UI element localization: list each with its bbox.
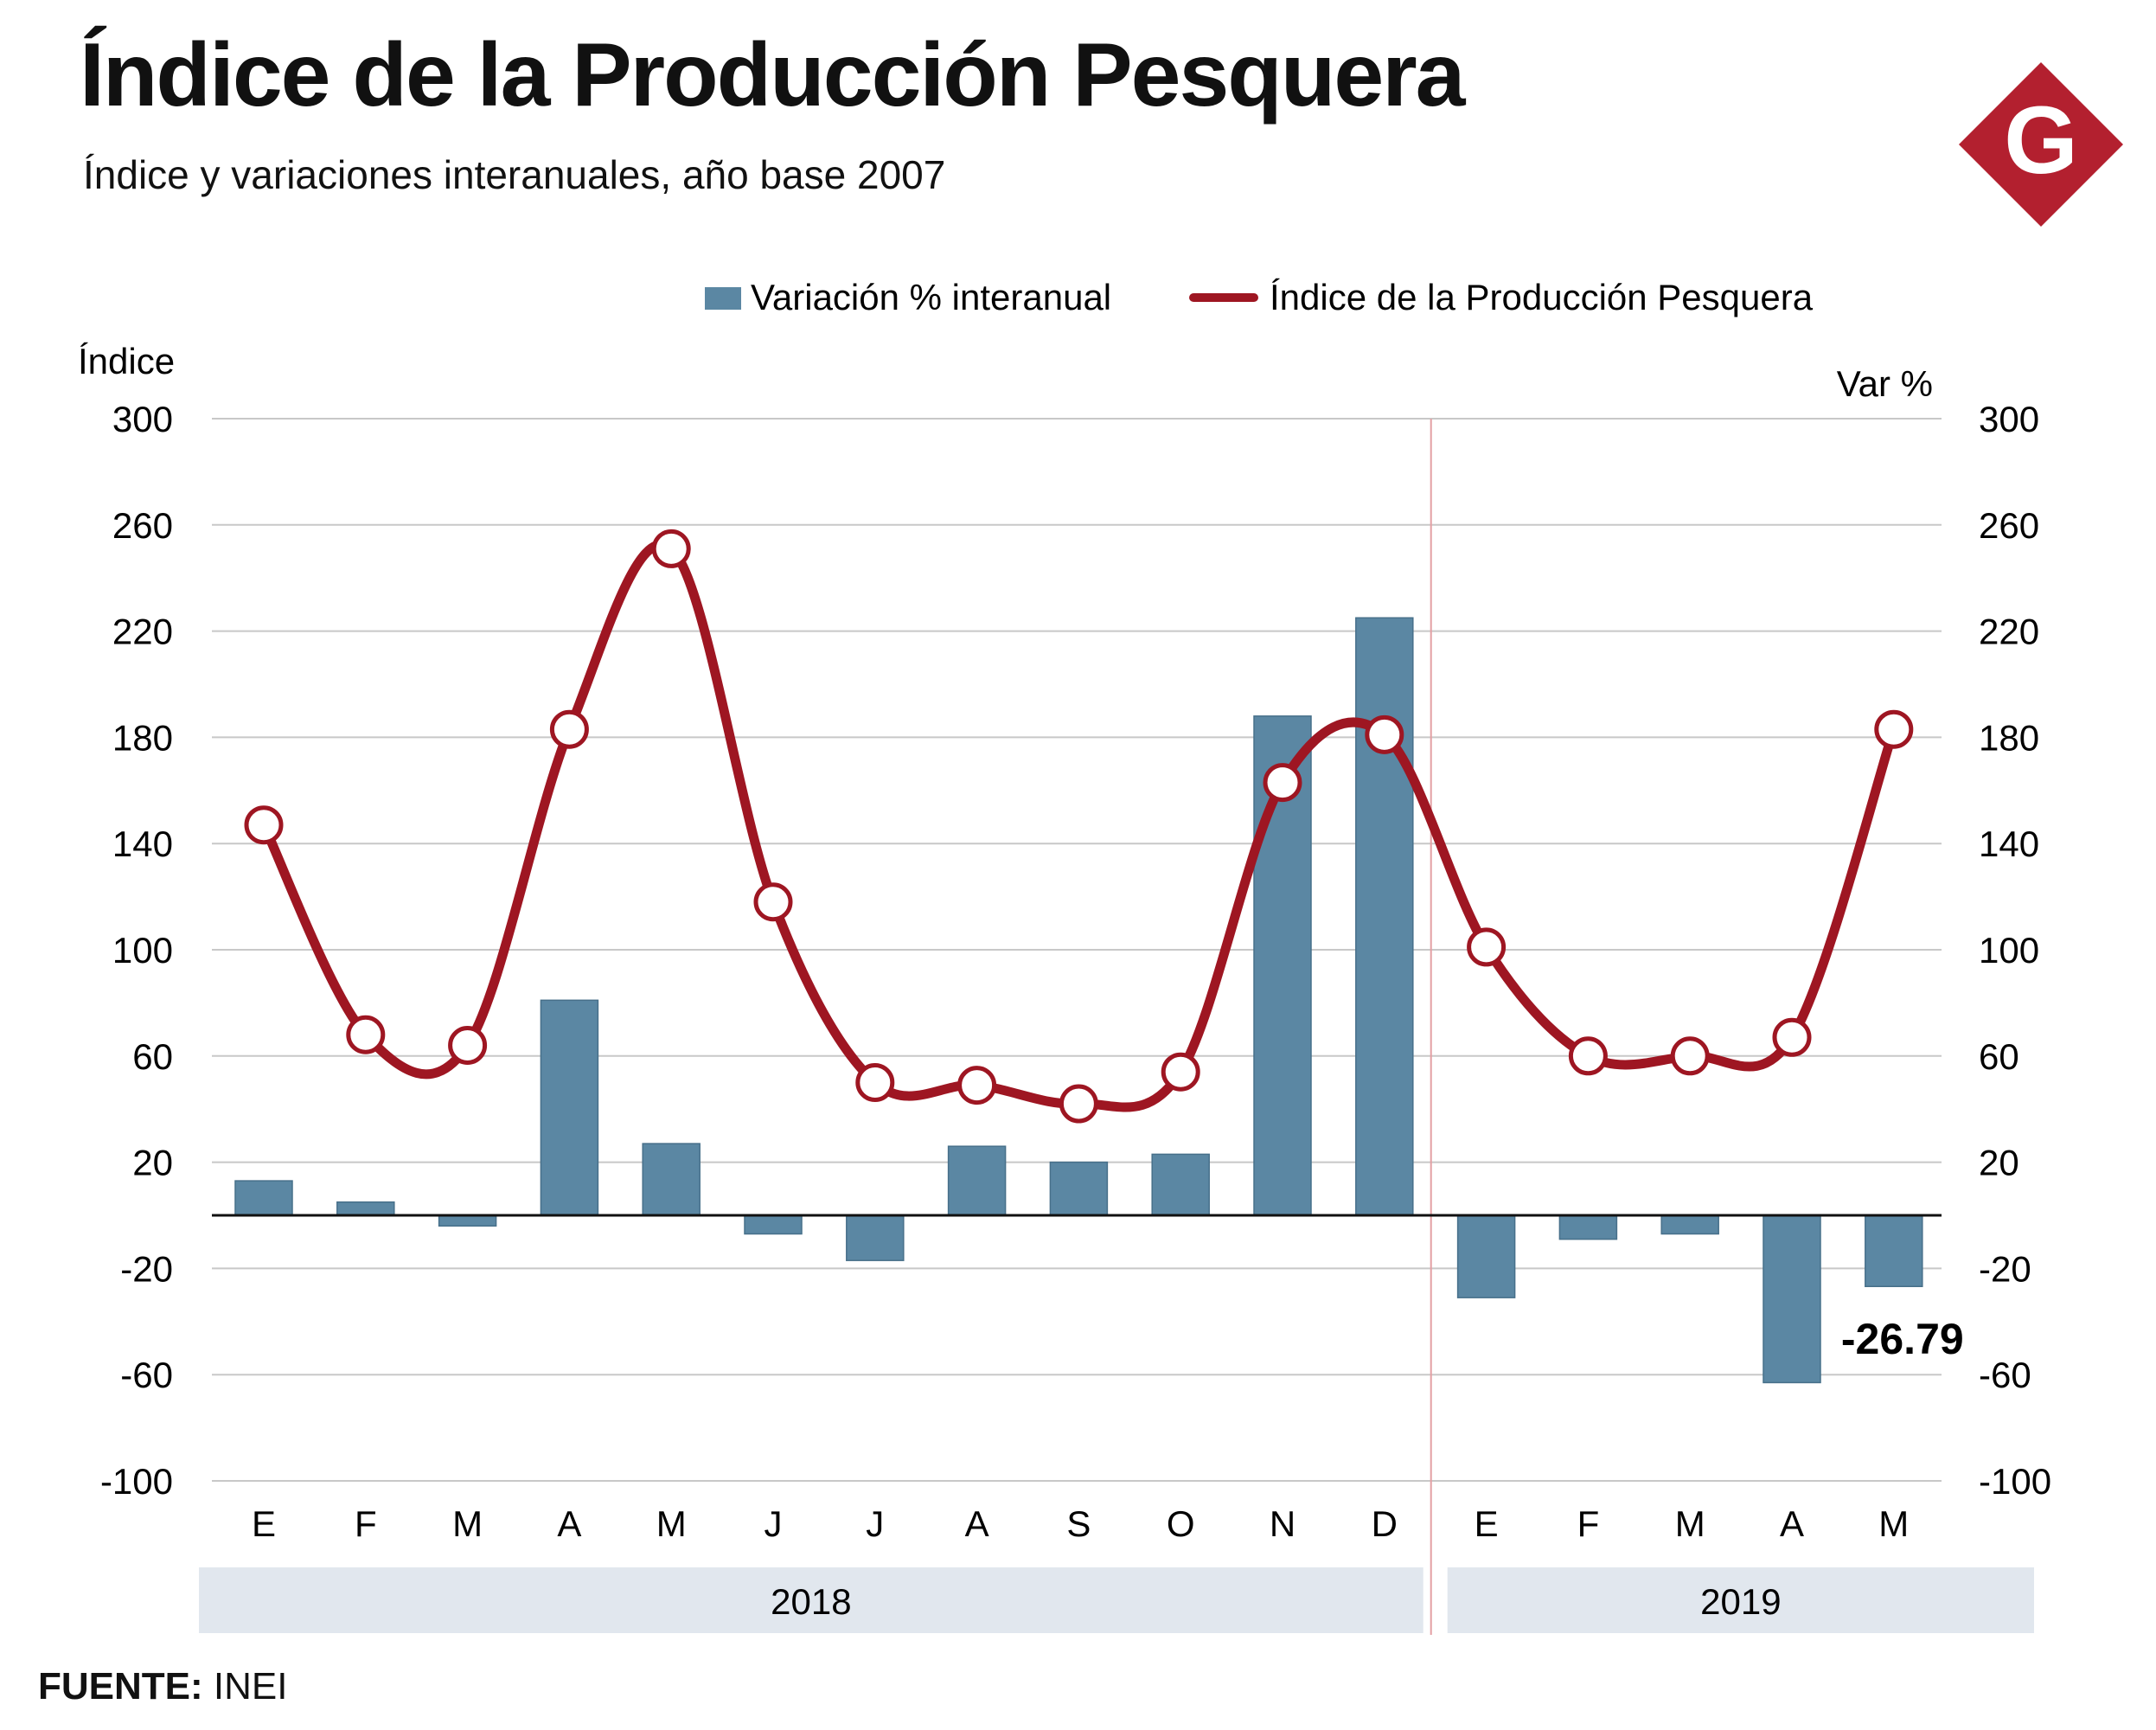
bar — [1558, 1214, 1618, 1240]
month-label: S — [1066, 1503, 1091, 1544]
right-tick-label: -20 — [1979, 1248, 2031, 1289]
page-title: Índice de la Producción Pesquera — [80, 25, 1466, 125]
month-label: A — [965, 1503, 989, 1544]
month-label: E — [252, 1503, 276, 1544]
logo-letter: G — [2004, 87, 2078, 194]
legend-bar-label: Variación % interanual — [751, 277, 1111, 317]
bar — [1151, 1153, 1210, 1216]
bar — [642, 1143, 701, 1216]
index-point — [244, 805, 284, 845]
month-label: O — [1167, 1503, 1195, 1544]
page-subtitle: Índice y variaciones interanuales, año b… — [83, 152, 946, 197]
month-label: M — [452, 1503, 483, 1544]
left-tick-label: -60 — [120, 1355, 173, 1395]
index-point — [651, 529, 691, 568]
left-tick-label: -100 — [100, 1461, 173, 1502]
right-tick-label: 220 — [1979, 612, 2039, 652]
right-axis-ticks: 300 260 220 180 140 100 60 20 -20 -60 -100 — [1979, 399, 2051, 1502]
bar — [744, 1214, 803, 1235]
right-tick-label: 180 — [1979, 717, 2039, 758]
index-point — [549, 709, 589, 749]
index-point — [448, 1026, 488, 1066]
right-tick-label: 300 — [1979, 399, 2039, 439]
source-label: FUENTE: — [38, 1665, 203, 1708]
index-point — [1772, 1017, 1812, 1057]
month-label: F — [1577, 1503, 1600, 1544]
month-label: J — [765, 1503, 783, 1544]
index-point — [1670, 1036, 1710, 1076]
bar — [1456, 1214, 1516, 1298]
index-point — [957, 1066, 997, 1105]
year-bands: 2018 2019 — [199, 1567, 2034, 1633]
month-label: D — [1372, 1503, 1398, 1544]
index-point — [753, 882, 793, 922]
index-point — [1059, 1084, 1098, 1124]
bar — [846, 1214, 905, 1261]
month-label: J — [866, 1503, 884, 1544]
year-band — [1447, 1567, 2034, 1633]
left-tick-label: 100 — [112, 930, 173, 971]
right-tick-label: 60 — [1979, 1036, 2019, 1077]
year-label: 2018 — [771, 1581, 851, 1622]
right-axis-label: Var % — [1837, 363, 1933, 404]
index-line — [259, 540, 1899, 1112]
bar — [234, 1180, 293, 1216]
year-band — [199, 1567, 1423, 1633]
legend-line-label: Índice de la Producción Pesquera — [1270, 277, 1814, 317]
index-point — [1467, 927, 1507, 967]
logo-diamond-icon — [1959, 62, 2123, 227]
right-tick-label: -100 — [1979, 1461, 2051, 1502]
month-label: F — [355, 1503, 377, 1544]
right-tick-label: 100 — [1979, 930, 2039, 971]
bar — [1049, 1161, 1109, 1216]
month-label: A — [557, 1503, 581, 1544]
bar — [947, 1145, 1007, 1216]
bar — [438, 1214, 497, 1227]
right-tick-label: 20 — [1979, 1143, 2019, 1183]
left-tick-label: 260 — [112, 505, 173, 546]
right-tick-label: -60 — [1979, 1355, 2031, 1395]
index-point — [346, 1015, 386, 1054]
left-tick-label: 20 — [132, 1143, 173, 1183]
left-axis-ticks: 300 260 220 180 140 100 60 20 -20 -60 -100 — [100, 399, 173, 1502]
last-value-annotation: -26.79 — [1841, 1315, 1964, 1363]
left-tick-label: 140 — [112, 823, 173, 864]
index-point — [1263, 763, 1302, 803]
index-point — [1874, 709, 1914, 749]
left-tick-label: 220 — [112, 612, 173, 652]
left-tick-label: -20 — [120, 1248, 173, 1289]
bar — [540, 999, 599, 1216]
year-label: 2019 — [1700, 1581, 1781, 1622]
index-point — [1568, 1036, 1608, 1076]
month-label: M — [656, 1503, 687, 1544]
index-point — [1161, 1052, 1200, 1092]
left-tick-label: 60 — [132, 1036, 173, 1077]
bar — [336, 1201, 395, 1216]
left-tick-label: 180 — [112, 717, 173, 758]
index-point — [1365, 714, 1404, 754]
source-footer: FUENTE: INEI — [38, 1665, 287, 1708]
month-label: M — [1878, 1503, 1909, 1544]
month-label: A — [1780, 1503, 1804, 1544]
right-tick-label: 260 — [1979, 505, 2039, 546]
legend-bar-swatch — [705, 287, 741, 310]
month-label: E — [1475, 1503, 1499, 1544]
bar — [1763, 1214, 1821, 1384]
bar — [1355, 617, 1414, 1216]
left-axis-label: Índice — [78, 341, 175, 381]
index-point — [855, 1063, 895, 1102]
gestion-logo: G — [1959, 62, 2123, 227]
right-tick-label: 140 — [1979, 823, 2039, 864]
month-label: N — [1270, 1503, 1296, 1544]
line-series — [244, 529, 1914, 1124]
month-label: M — [1675, 1503, 1705, 1544]
chart-legend: Variación % interanual Índice de la Prod… — [705, 277, 1814, 317]
left-tick-label: 300 — [112, 399, 173, 439]
bar — [1660, 1214, 1719, 1235]
grid-lines — [212, 418, 1942, 1482]
source-value: INEI — [213, 1665, 288, 1708]
bar — [1865, 1214, 1923, 1287]
